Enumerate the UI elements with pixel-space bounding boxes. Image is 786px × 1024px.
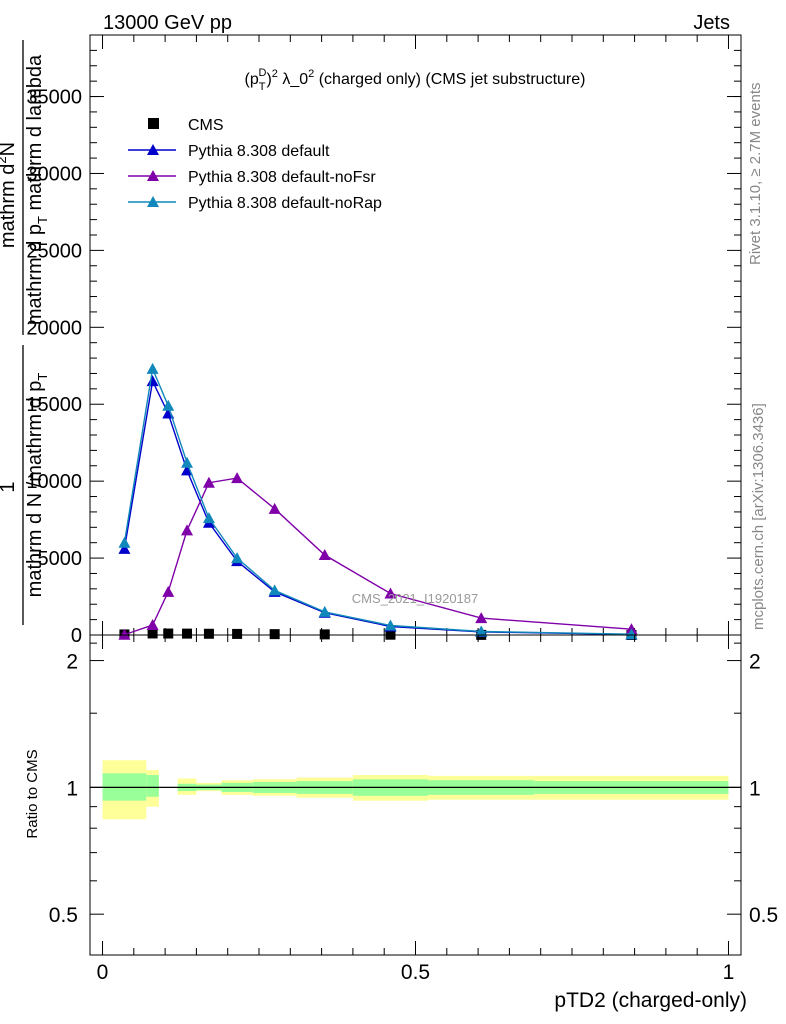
main-ytick-label: 35000 [26,87,82,109]
main-ytick-label: 0 [71,625,82,647]
data-point-triangle [318,605,331,617]
data-point-triangle [181,456,194,468]
ratio-plot-bands [90,760,741,820]
data-point-triangle [181,524,194,536]
data-point-square [232,628,243,639]
plot-title-sub: T [259,81,266,93]
data-point-triangle [202,476,215,488]
data-point-triangle [384,619,397,631]
plot-title-middle: λ_0 [278,71,308,88]
data-point-square [269,629,280,640]
ratio-band-inner [146,774,159,797]
data-point-triangle [162,585,175,597]
legend-item: Pythia 8.308 default [128,143,330,160]
main-ytick-label: 10000 [26,471,82,493]
data-point-triangle [118,628,131,640]
watermark: CMS_2021_I1920187 [352,591,479,606]
data-point-triangle [231,472,244,484]
ylabel-numerator-2-tail: N [0,142,19,156]
plot-title-prefix: (p [245,71,259,88]
plot-title-sup: D [258,67,266,79]
header-left: 13000 GeV pp [103,12,232,34]
ratio-xtick-label: 1 [723,961,735,984]
plot-title-middle-exp: 2 [308,68,314,80]
legend-marker-triangle [147,196,159,207]
data-point-triangle [475,625,488,637]
plot-title: (pTD)2 λ_02 (charged only) (CMS jet subs… [245,67,586,93]
data-point-square [203,628,214,639]
main-ytick-label: 5000 [38,548,83,570]
data-point-triangle [268,584,281,596]
data-point-triangle [162,399,175,411]
data-point-triangle [231,552,244,564]
ratio-ylabel: Ratio to CMS [24,749,41,838]
ylabel-denominator-2-sub: T [35,216,50,224]
data-point-triangle [202,512,215,524]
ratio-plot-axes: 0.5 0.5 1 1 2 2 0 0.5 1 [49,635,778,984]
legend: CMS Pythia 8.308 default Pythia 8.308 defa… [128,117,382,212]
main-ytick-label: 25000 [26,240,82,262]
data-point-triangle [118,542,131,554]
ylabel-denominator-2-tail: mathrm d lambda [24,54,46,216]
data-point-triangle [118,536,131,548]
ylabel-numerator-2: mathrm d2N [0,142,19,248]
series-pythia-8-308-default-norap [118,362,638,640]
legend-marker-triangle [147,144,159,155]
ylabel-denominator-1: mathrm d N /mathrm d pT [24,373,50,598]
ratio-xlabel: pTD2 (charged-only) [554,989,747,1012]
ylabel-denominator-1-text: mathrm d N /mathrm d p [24,381,46,598]
legend-label: Pythia 8.308 default-noRap [188,195,382,212]
ratio-ytick-label-right: 1 [749,777,761,800]
data-point-triangle [146,362,159,374]
data-point-triangle [268,502,281,514]
series-line [124,477,632,636]
legend-marker-triangle [147,170,159,181]
ratio-xtick-label: 0.5 [401,961,430,984]
legend-item: Pythia 8.308 default-noRap [128,195,382,212]
data-point-triangle [318,549,331,560]
series-pythia-8-308-default-nofsr [118,472,638,640]
ylabel-numerator-1: 1 [0,481,19,492]
data-point-triangle [181,464,194,476]
main-ytick-label: 20000 [26,317,82,339]
main-plot-axes: 0 5000 10000 15000 20000 25000 30000 35000 [26,35,741,647]
data-point-triangle [146,619,159,630]
ylabel-denominator-2-text: mathrm d p [24,224,46,325]
legend-marker-square [148,118,159,129]
data-point-square [319,629,330,640]
main-ytick-label: 15000 [26,394,82,416]
ratio-xtick-label: 0 [97,961,109,984]
ratio-ytick-label-left: 2 [66,651,78,674]
header-right: Jets [693,12,730,34]
ylabel-denominator-1-sub: T [35,373,50,381]
legend-label: Pythia 8.308 default [188,143,330,160]
plot-title-close: ) [266,71,271,88]
ratio-ytick-label-right: 2 [749,651,761,674]
legend-label: CMS [188,117,224,134]
rivet-side-text: Rivet 3.1.10, ≥ 2.7M events [747,83,764,266]
ylabel-numerator-2-sup: 2 [0,156,9,163]
legend-label: Pythia 8.308 default-noFsr [188,169,376,186]
ylabel-numerator-2-text: mathrm d [0,164,19,248]
main-ylabel: 1 mathrm d N /mathrm d pT mathrm d2N mat… [0,40,50,625]
ratio-ytick-label-left: 1 [66,777,78,800]
mcplots-side-text: mcplots.cern.ch [arXiv:1306.3436] [750,403,767,630]
plot-title-exp: 2 [272,68,278,80]
main-ytick-label: 30000 [26,163,82,185]
legend-item: CMS [148,117,224,134]
data-point-triangle [146,375,159,387]
ylabel-denominator-2: mathrm d pT mathrm d lambda [24,54,50,325]
data-point-square [182,628,193,639]
plot-title-suffix: (charged only) (CMS jet substructure) [314,71,585,88]
legend-item: Pythia 8.308 default-noFsr [128,169,376,186]
data-point-square [163,628,174,639]
data-point-square [147,628,158,639]
ratio-ytick-label-left: 0.5 [49,904,78,927]
ratio-ytick-label-right: 0.5 [749,904,778,927]
data-point-triangle [384,587,397,599]
series-cms [119,628,637,640]
data-point-triangle [475,612,488,624]
